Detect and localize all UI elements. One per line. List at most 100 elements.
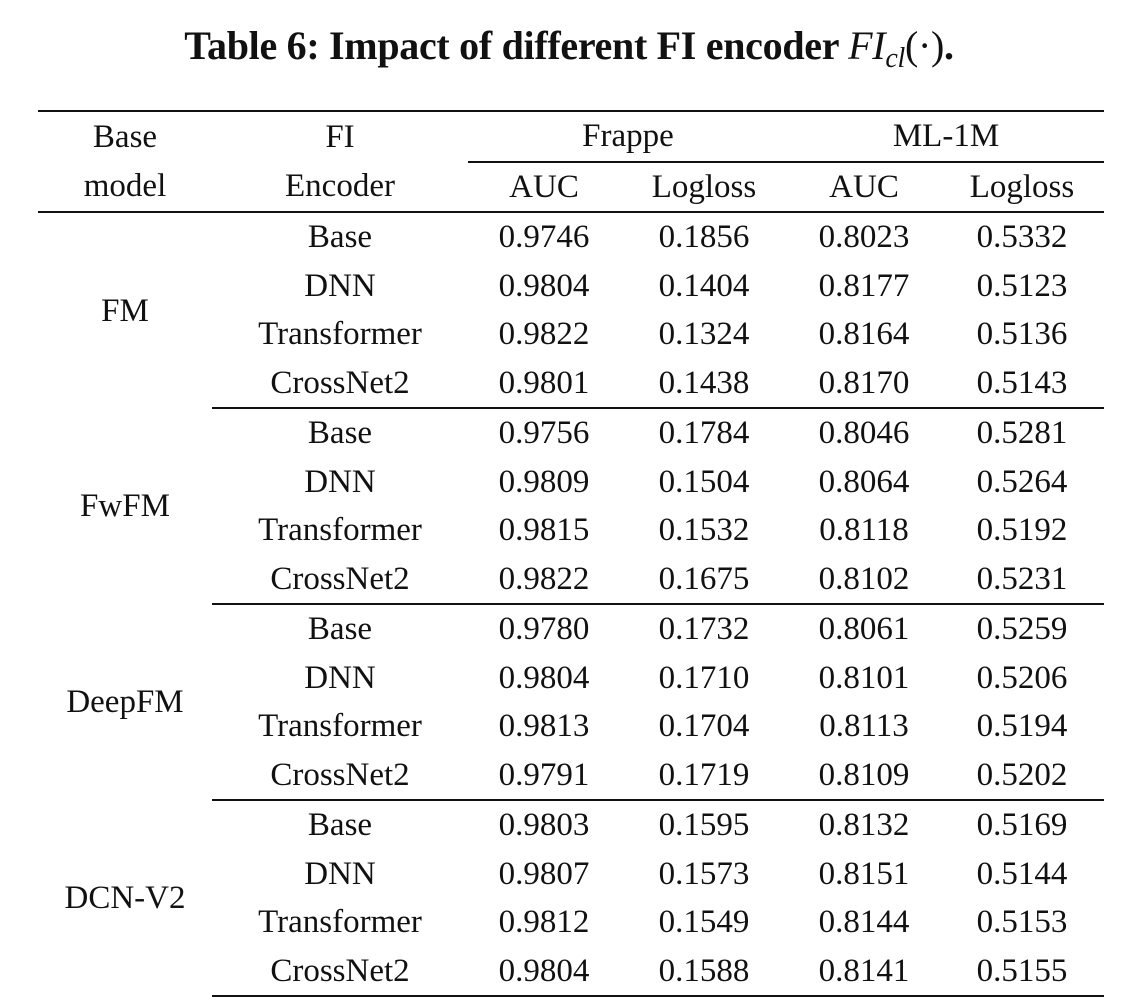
frappe-auc-cell: 0.9822 [498,316,590,353]
frappe-logloss-cell: 0.1532 [658,512,750,549]
frappe-logloss-cell: 0.1504 [658,463,750,500]
encoder-cell: CrossNet2 [212,554,468,605]
frappe-auc-cell: 0.9809 [498,463,590,500]
frappe-logloss-cell: 0.1856 [658,219,750,256]
caption-math-sub: cl [885,43,905,74]
ml1m-logloss-cell: 0.5123 [976,267,1068,304]
ml1m-logloss-cell: 0.5144 [976,855,1068,892]
frappe-auc-cell: 0.9812 [498,904,590,941]
header-metric-ml1m-logloss: Logloss [940,161,1104,213]
encoder-cell: DNN [304,267,376,304]
encoder-cell: DNN [304,463,376,500]
header-metric-ml1m-auc: AUC [788,161,940,213]
frappe-auc-cell: 0.9807 [498,855,590,892]
ml1m-logloss-cell: 0.5143 [940,358,1104,409]
ml1m-auc-cell: 0.8144 [818,904,910,941]
table-row: DNN 0.9804 0.1404 0.8177 0.5123 [38,262,1104,311]
frappe-auc-cell: 0.9804 [498,659,590,696]
base-model-cell: DeepFM [66,684,184,720]
table-row: CrossNet2 0.9791 0.1719 0.8109 0.5202 [38,750,1104,801]
ml1m-logloss-cell: 0.5153 [976,904,1068,941]
encoder-cell: Transformer [258,904,422,941]
encoder-cell: Base [307,415,373,452]
header-base-model-line2: model [38,161,212,213]
ml1m-logloss-cell: 0.5136 [976,316,1068,353]
frappe-auc-cell: 0.9822 [468,554,620,605]
frappe-auc-cell: 0.9780 [498,611,590,648]
table-row: FwFM Base 0.9756 0.1784 0.8046 0.5281 [38,408,1104,524]
encoder-cell: DNN [304,855,376,892]
header-fi-encoder-line2: Encoder [212,161,468,213]
base-model-cell: DCN-V2 [64,880,186,916]
header-dataset-frappe: Frappe [468,110,788,163]
frappe-auc-cell: 0.9801 [468,358,620,409]
caption-math-main: FI [848,23,886,68]
ml1m-logloss-cell: 0.5192 [976,512,1068,549]
ml1m-auc-cell: 0.8064 [818,463,910,500]
ml1m-auc-cell: 0.8113 [819,708,909,745]
ml1m-auc-cell: 0.8177 [818,267,910,304]
table-row: Transformer 0.9822 0.1324 0.8164 0.5136 [38,310,1104,359]
frappe-logloss-cell: 0.1595 [658,807,750,844]
ml1m-auc-cell: 0.8109 [788,750,940,801]
caption-math: FIcl [848,23,905,73]
encoder-cell: Base [307,219,373,256]
ml1m-logloss-cell: 0.5281 [976,415,1068,452]
ml1m-auc-cell: 0.8023 [818,219,910,256]
base-model-cell: FwFM [80,488,170,524]
frappe-logloss-cell: 0.1588 [620,946,788,997]
frappe-logloss-cell: 0.1438 [620,358,788,409]
table-row: DNN 0.9804 0.1710 0.8101 0.5206 [38,654,1104,703]
frappe-auc-cell: 0.9756 [498,415,590,452]
results-table: Base FI Frappe ML-1M model Encoder AUC L… [38,110,1104,997]
frappe-auc-cell: 0.9746 [498,219,590,256]
ml1m-auc-cell: 0.8061 [818,611,910,648]
ml1m-auc-cell: 0.8164 [818,316,910,353]
encoder-cell: DNN [304,659,376,696]
frappe-logloss-cell: 0.1324 [658,316,750,353]
encoder-cell: CrossNet2 [212,946,468,997]
ml1m-auc-cell: 0.8102 [788,554,940,605]
header-dataset-ml1m: ML-1M [788,110,1104,163]
ml1m-logloss-cell: 0.5231 [940,554,1104,605]
header-base-model-line1: Base [38,110,212,162]
encoder-cell: Transformer [258,512,422,549]
ml1m-auc-cell: 0.8132 [818,807,910,844]
frappe-logloss-cell: 0.1675 [620,554,788,605]
table-row: FM Base 0.9746 0.1856 0.8023 0.5332 [38,212,1104,328]
table-row: CrossNet2 0.9804 0.1588 0.8141 0.5155 [38,946,1104,997]
base-model-cell: FM [101,292,149,329]
header-metric-frappe-logloss: Logloss [620,161,788,213]
frappe-logloss-cell: 0.1732 [658,611,750,648]
table-row: Transformer 0.9815 0.1532 0.8118 0.5192 [38,506,1104,555]
table-row: DNN 0.9807 0.1573 0.8151 0.5144 [38,850,1104,899]
ml1m-auc-cell: 0.8141 [788,946,940,997]
frappe-auc-cell: 0.9791 [468,750,620,801]
table-row: DCN-V2 Base 0.9803 0.1595 0.8132 0.5169 [38,800,1104,916]
encoder-cell: Transformer [258,708,422,745]
frappe-auc-cell: 0.9804 [498,267,590,304]
encoder-cell: Base [307,611,373,648]
ml1m-logloss-cell: 0.5169 [976,807,1068,844]
ml1m-auc-cell: 0.8170 [788,358,940,409]
frappe-auc-cell: 0.9813 [498,708,590,745]
ml1m-auc-cell: 0.8151 [818,855,910,892]
table-row: CrossNet2 0.9801 0.1438 0.8170 0.5143 [38,358,1104,409]
frappe-auc-cell: 0.9804 [468,946,620,997]
frappe-logloss-cell: 0.1710 [658,659,750,696]
frappe-auc-cell: 0.9803 [498,807,590,844]
table-body: FM Base 0.9746 0.1856 0.8023 0.5332 DNN 0.9804 0… [38,212,1104,997]
table-caption: Table 6: Impact of different FI encoder … [0,22,1138,73]
frappe-logloss-cell: 0.1719 [620,750,788,801]
table-row: Transformer 0.9812 0.1549 0.8144 0.5153 [38,898,1104,947]
caption-math-tail: (·) [904,23,944,68]
caption-prefix: Table 6: Impact of different FI encoder [184,23,849,68]
table-row: CrossNet2 0.9822 0.1675 0.8102 0.5231 [38,554,1104,605]
header-metric-frappe-auc: AUC [468,161,620,213]
ml1m-logloss-cell: 0.5259 [976,611,1068,648]
ml1m-logloss-cell: 0.5155 [940,946,1104,997]
header-fi-encoder-line1: FI [212,110,468,162]
ml1m-logloss-cell: 0.5194 [976,708,1068,745]
ml1m-logloss-cell: 0.5206 [976,659,1068,696]
ml1m-logloss-cell: 0.5264 [976,463,1068,500]
